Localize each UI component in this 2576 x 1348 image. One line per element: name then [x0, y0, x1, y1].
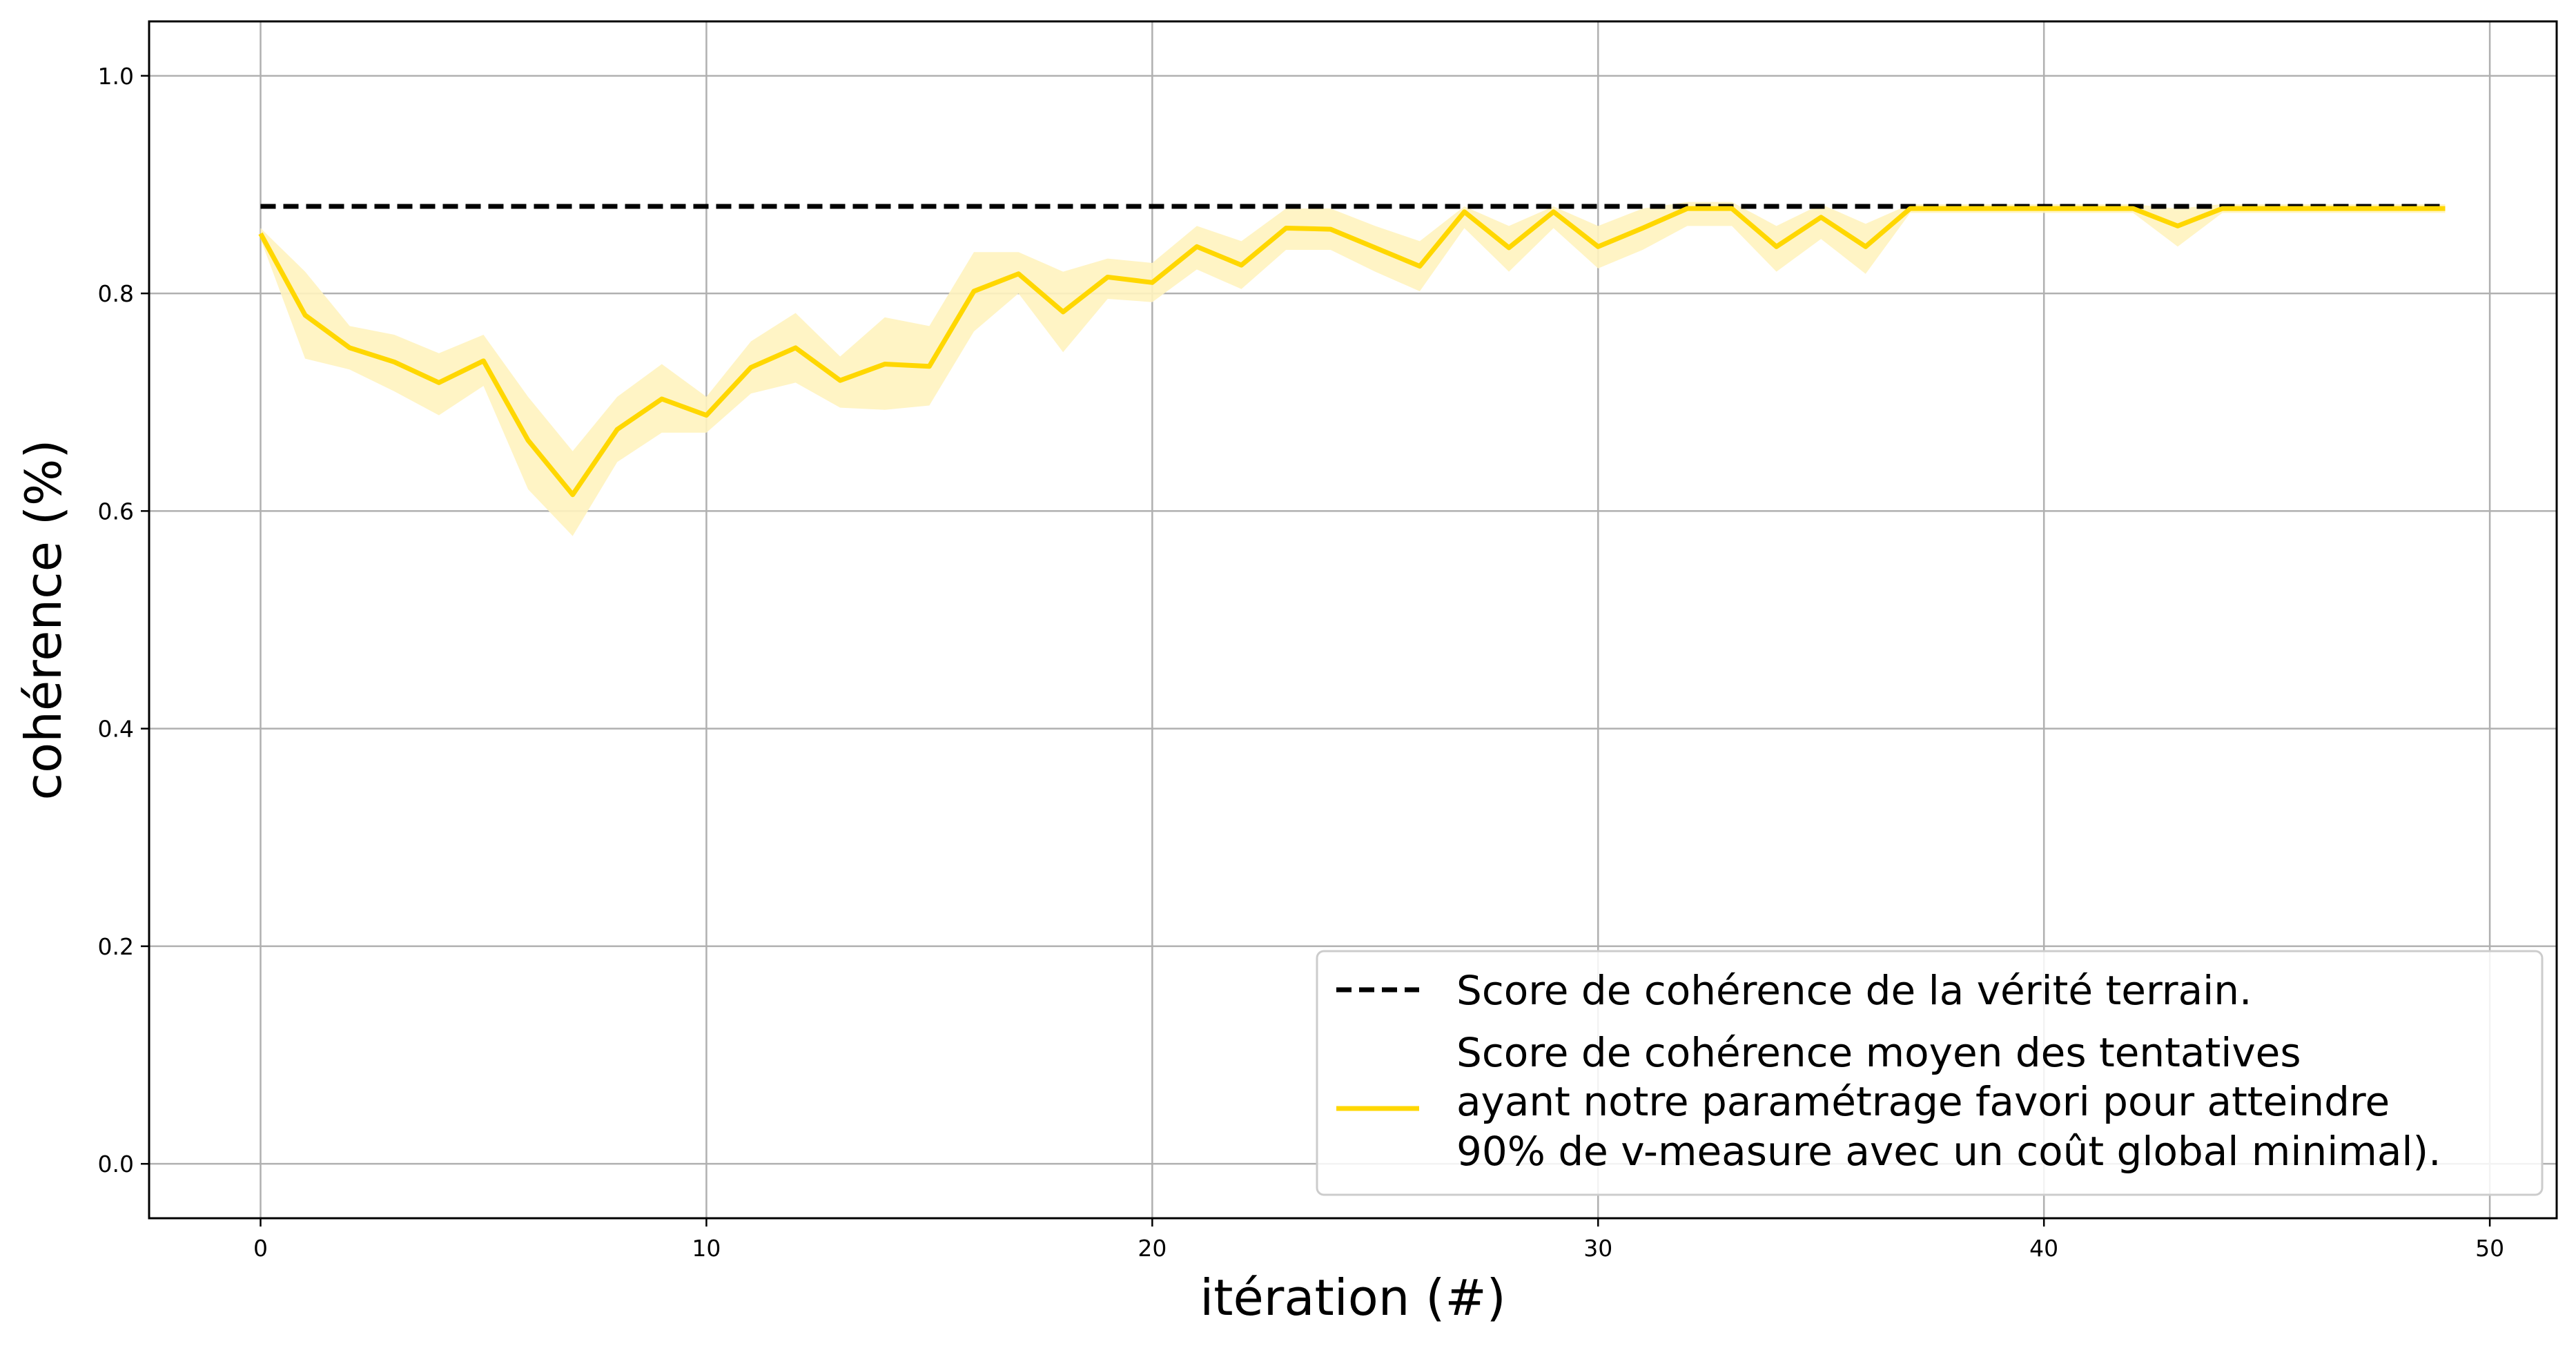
legend-label-mean-score-line-3: 90% de v-measure avec un coût global min… [1456, 1128, 2441, 1175]
x-tick-label: 0 [253, 1235, 268, 1262]
legend-label-ground-truth: Score de cohérence de la vérité terrain. [1456, 967, 2252, 1014]
x-tick-label: 40 [2029, 1235, 2058, 1262]
series-1-line [258, 206, 2446, 498]
legend-label-mean-score-line-2: ayant notre paramétrage favori pour atte… [1456, 1078, 2390, 1125]
y-tick-label: 1.0 [98, 63, 134, 90]
y-tick-label: 0.6 [98, 498, 134, 525]
x-axis-title: itération (#) [1200, 1269, 1506, 1327]
x-tick-label: 20 [1138, 1235, 1167, 1262]
x-tick-label: 30 [1583, 1235, 1612, 1262]
y-tick-label: 0.4 [98, 716, 134, 743]
y-axis-title: cohérence (%) [14, 440, 72, 801]
series-lines [258, 204, 2446, 498]
y-tick-label: 0.2 [98, 933, 134, 960]
y-tick-label: 0.8 [98, 280, 134, 307]
y-tick-label: 0.0 [98, 1151, 134, 1178]
legend-box [1316, 950, 2544, 1196]
x-tick-label: 50 [2475, 1235, 2504, 1262]
x-tick-label: 10 [692, 1235, 721, 1262]
legend-label-mean-score-line-1: Score de cohérence moyen des tentatives [1456, 1029, 2301, 1076]
plot-frame [148, 20, 2558, 1220]
axis-ticks: 0 10 20 30 40 50 0.0 0.2 0.4 0.6 0.8 1.0 [98, 63, 2505, 1262]
legend: Score de cohérence de la vérité terrain.… [1316, 950, 2544, 1196]
